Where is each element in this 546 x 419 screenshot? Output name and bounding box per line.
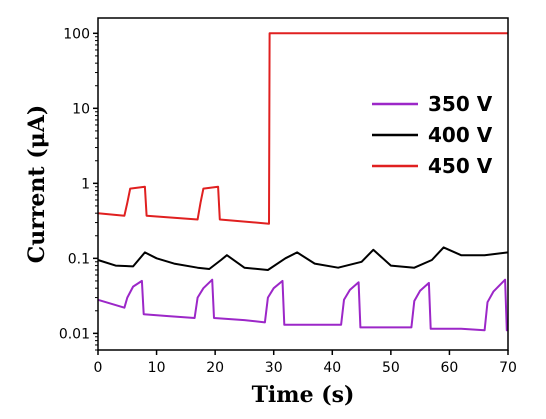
x-axis-title: Time (s) [252, 382, 355, 408]
x-tick-label: 10 [148, 360, 166, 376]
series-line-350-V [97, 278, 508, 332]
legend-label: 450 V [428, 154, 493, 178]
x-tick-label: 30 [265, 360, 283, 376]
series-line-450-V [97, 32, 508, 225]
axis-ticks: 0 10 20 30 40 50 60 70 0.01 0.1 1 10 100 [59, 26, 517, 376]
series-line-400-V [97, 246, 509, 271]
plot-series [97, 32, 509, 332]
y-tick-label: 10 [72, 101, 90, 117]
legend-label: 400 V [428, 123, 493, 147]
legend: 350 V 400 V 450 V [372, 92, 493, 178]
plot-frame [97, 17, 509, 351]
x-tick-label: 0 [94, 360, 103, 376]
x-tick-label: 70 [499, 360, 517, 376]
x-tick-label: 50 [382, 360, 400, 376]
legend-label: 350 V [428, 92, 493, 116]
y-tick-label: 1 [81, 176, 90, 192]
x-tick-label: 20 [206, 360, 224, 376]
y-axis-title: Current (μA) [24, 105, 50, 264]
y-tick-label: 0.1 [68, 251, 90, 267]
y-tick-label: 0.01 [59, 326, 90, 342]
x-tick-label: 40 [323, 360, 341, 376]
y-tick-label: 100 [63, 26, 90, 42]
x-tick-label: 60 [441, 360, 459, 376]
